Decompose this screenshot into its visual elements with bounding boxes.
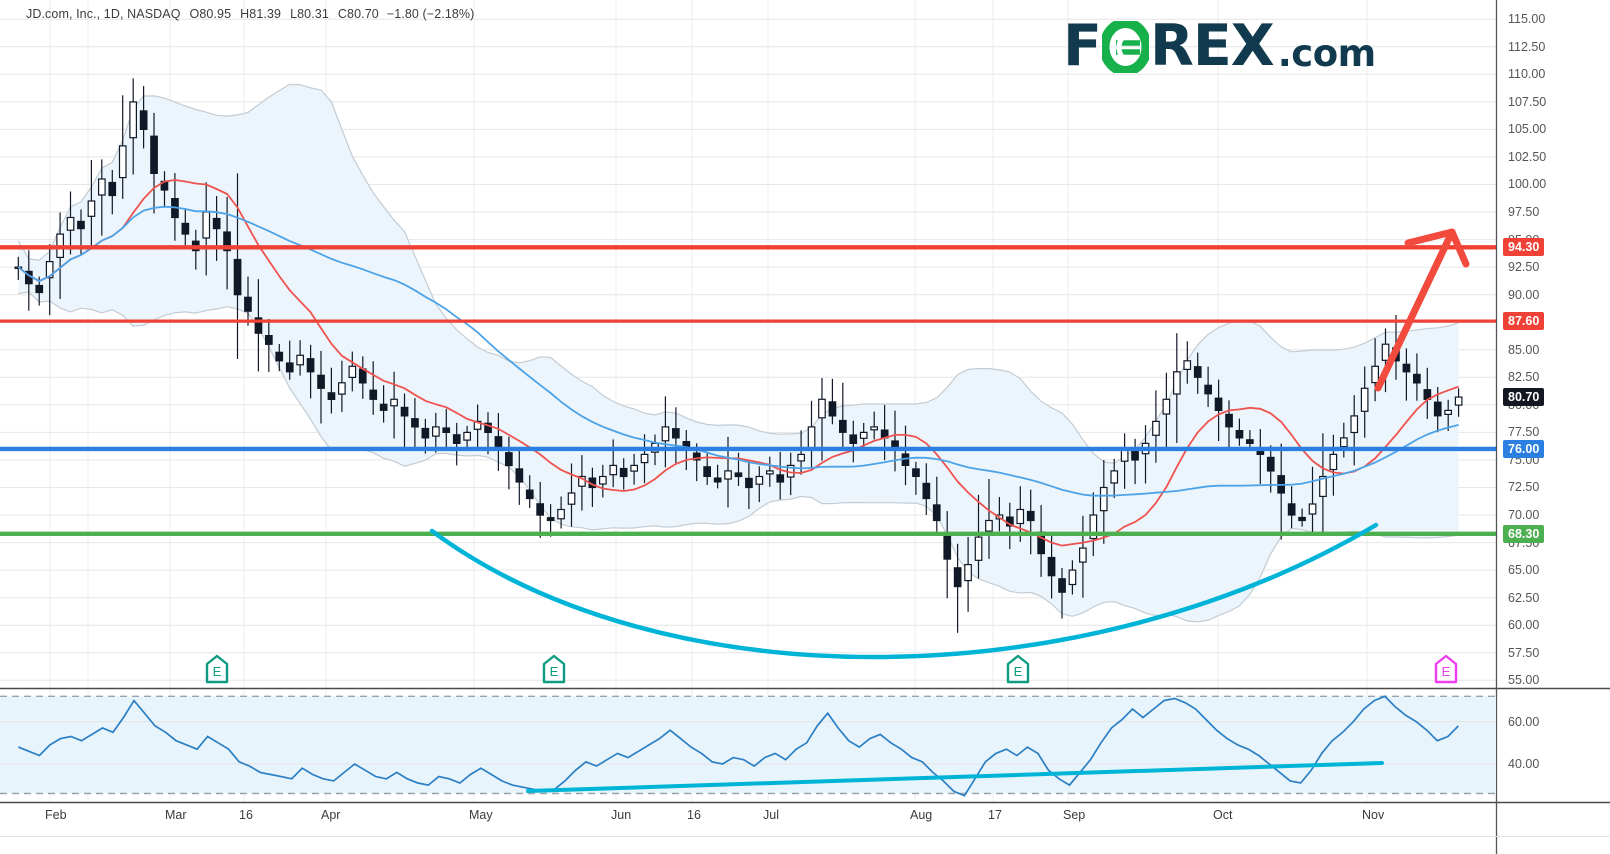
price-tick-112-50: 112.50 — [1508, 39, 1546, 54]
logo-wordmark: F REX — [1063, 13, 1275, 79]
price-tick-55-00: 55.00 — [1508, 673, 1540, 688]
time-tick-jun: Jun — [611, 808, 632, 822]
open-value: O80.95 — [189, 7, 232, 21]
price-tick-102-50: 102.50 — [1508, 149, 1547, 164]
rsi-indicator — [0, 695, 1496, 797]
time-tick-16: 16 — [687, 808, 701, 822]
time-tick-feb: Feb — [45, 808, 67, 822]
rounded-bottom-curve — [429, 522, 1379, 660]
price-tick-110-00: 110.00 — [1508, 67, 1546, 82]
change-value: −1.80 (−2.18%) — [386, 7, 475, 21]
time-tick-apr: Apr — [321, 808, 341, 822]
price-tick-97-50: 97.50 — [1508, 205, 1540, 220]
logo-letters-rex: REX — [1149, 13, 1275, 79]
time-tick-sep: Sep — [1063, 808, 1086, 822]
time-tick-jul: Jul — [763, 808, 779, 822]
svg-text:E: E — [213, 664, 222, 679]
resistance-87-60[interactable]: 87.60 — [1503, 312, 1545, 331]
svg-text:E: E — [1014, 664, 1023, 679]
time-tick-nov: Nov — [1362, 808, 1385, 822]
close-value: C80.70 — [337, 7, 379, 21]
price-axis-bg — [1496, 0, 1610, 854]
price-tick-65-00: 65.00 — [1508, 563, 1540, 578]
candlestick-series — [14, 78, 1463, 633]
bullish-arrow — [1374, 228, 1470, 392]
rsi-uptrend-line — [526, 761, 1384, 793]
price-tick-90-00: 90.00 — [1508, 287, 1540, 302]
earnings-marker-feb[interactable]: E — [205, 654, 229, 684]
time-tick-oct: Oct — [1213, 808, 1233, 822]
earnings-marker-aug[interactable]: E — [1006, 654, 1030, 684]
rsi-tick-60-00: 60.00 — [1508, 714, 1540, 729]
earnings-marker-nov[interactable]: E — [1434, 654, 1458, 684]
logo-dotcom: .com — [1277, 32, 1376, 75]
price-tick-85-00: 85.00 — [1508, 342, 1540, 357]
resistance-94-30[interactable]: 94.30 — [1503, 238, 1545, 257]
current-price-80-70[interactable]: 80.70 — [1503, 388, 1545, 407]
symbol-label: JD.com, Inc., 1D, NASDAQ — [26, 7, 181, 21]
price-tick-60-00: 60.00 — [1508, 618, 1540, 633]
price-tick-57-50: 57.50 — [1508, 645, 1540, 660]
price-tick-72-50: 72.50 — [1508, 480, 1540, 495]
price-tick-92-50: 92.50 — [1508, 260, 1540, 275]
price-tick-107-50: 107.50 — [1508, 94, 1547, 109]
forex-logo: F REX .com — [1063, 13, 1376, 79]
logo-letter-f: F — [1063, 13, 1102, 79]
price-tick-115-00: 115.00 — [1508, 12, 1546, 27]
svg-text:E: E — [1442, 664, 1451, 679]
time-tick-17: 17 — [988, 808, 1002, 822]
price-tick-77-50: 77.50 — [1508, 425, 1540, 440]
price-levels — [0, 245, 1496, 536]
support-68-30[interactable]: 68.30 — [1503, 524, 1545, 543]
low-value: L80.31 — [290, 7, 329, 21]
support-76-00[interactable]: 76.00 — [1503, 439, 1545, 458]
time-tick-aug: Aug — [910, 808, 933, 822]
rsi-line — [18, 695, 1460, 797]
earnings-marker-may[interactable]: E — [542, 654, 566, 684]
moving-average-slow — [17, 205, 1459, 497]
rsi-band-fill — [0, 696, 1496, 794]
time-tick-mar: Mar — [165, 808, 187, 822]
price-tick-100-00: 100.00 — [1508, 177, 1547, 192]
price-tick-82-50: 82.50 — [1508, 370, 1540, 385]
logo-euro-o-icon — [1099, 17, 1152, 76]
price-tick-105-00: 105.00 — [1508, 122, 1547, 137]
chart-legend: JD.com, Inc., 1D, NASDAQ O80.95 H81.39 L80.… — [26, 7, 474, 21]
price-tick-62-50: 62.50 — [1508, 590, 1540, 605]
time-tick-16: 16 — [239, 808, 253, 822]
rsi-tick-40-00: 40.00 — [1508, 756, 1540, 771]
high-value: H81.39 — [240, 7, 282, 21]
svg-text:E: E — [550, 664, 559, 679]
vertical-gridlines — [49, 0, 1368, 802]
price-tick-70-00: 70.00 — [1508, 508, 1540, 523]
time-tick-may: May — [469, 808, 493, 822]
